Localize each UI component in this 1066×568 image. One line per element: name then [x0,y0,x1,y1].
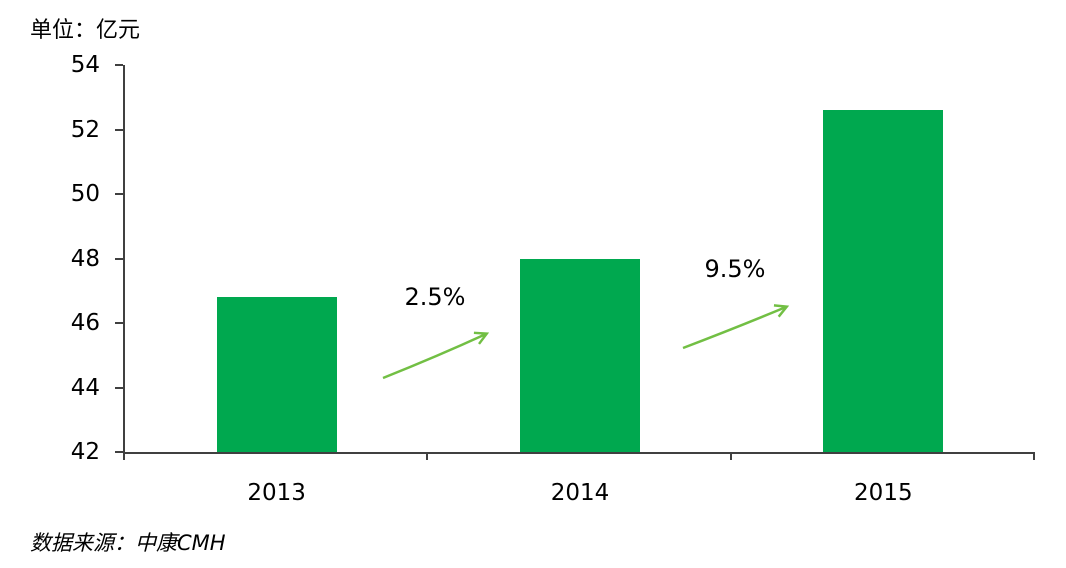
y-axis-tick-mark [115,64,123,66]
x-axis-line [123,452,1035,454]
y-axis-tick-mark [115,386,123,389]
y-axis-line [123,65,125,454]
x-axis-tick-mark [729,454,732,460]
x-axis-tick-label: 2014 [550,480,610,506]
y-axis-tick-mark [115,193,123,195]
growth-annotation-2014-2015: 9.5% [704,255,766,283]
data-source-label: 数据来源：中康CMH [30,531,226,555]
x-axis-tick-mark [123,454,125,460]
y-axis-tick-label: 48 [70,245,100,272]
bar-2014 [520,258,640,452]
x-axis-tick-label: 2013 [247,480,306,506]
y-axis-tick-label: 50 [70,181,100,207]
y-axis-tick-mark [115,128,123,131]
plot-area [115,64,1035,460]
x-axis-tick-mark [1033,454,1035,460]
y-axis-tick-mark [115,322,123,324]
y-axis-tick-mark [115,451,123,453]
y-axis-tick-label: 42 [70,439,100,465]
x-axis-tick-label: 2015 [854,480,913,506]
bar-2013 [216,297,337,452]
y-axis-tick-label: 46 [70,310,100,336]
y-axis-tick-label: 54 [70,52,100,78]
y-axis-tick-label: 52 [70,116,100,143]
y-axis-unit-label: 单位：亿元 [30,18,141,43]
growth-annotation-2013-2014: 2.5% [404,283,466,311]
y-axis-tick-label: 44 [70,374,100,401]
y-axis-tick-mark [115,257,123,260]
bar-2015 [823,110,944,452]
x-axis-tick-mark [426,454,429,460]
